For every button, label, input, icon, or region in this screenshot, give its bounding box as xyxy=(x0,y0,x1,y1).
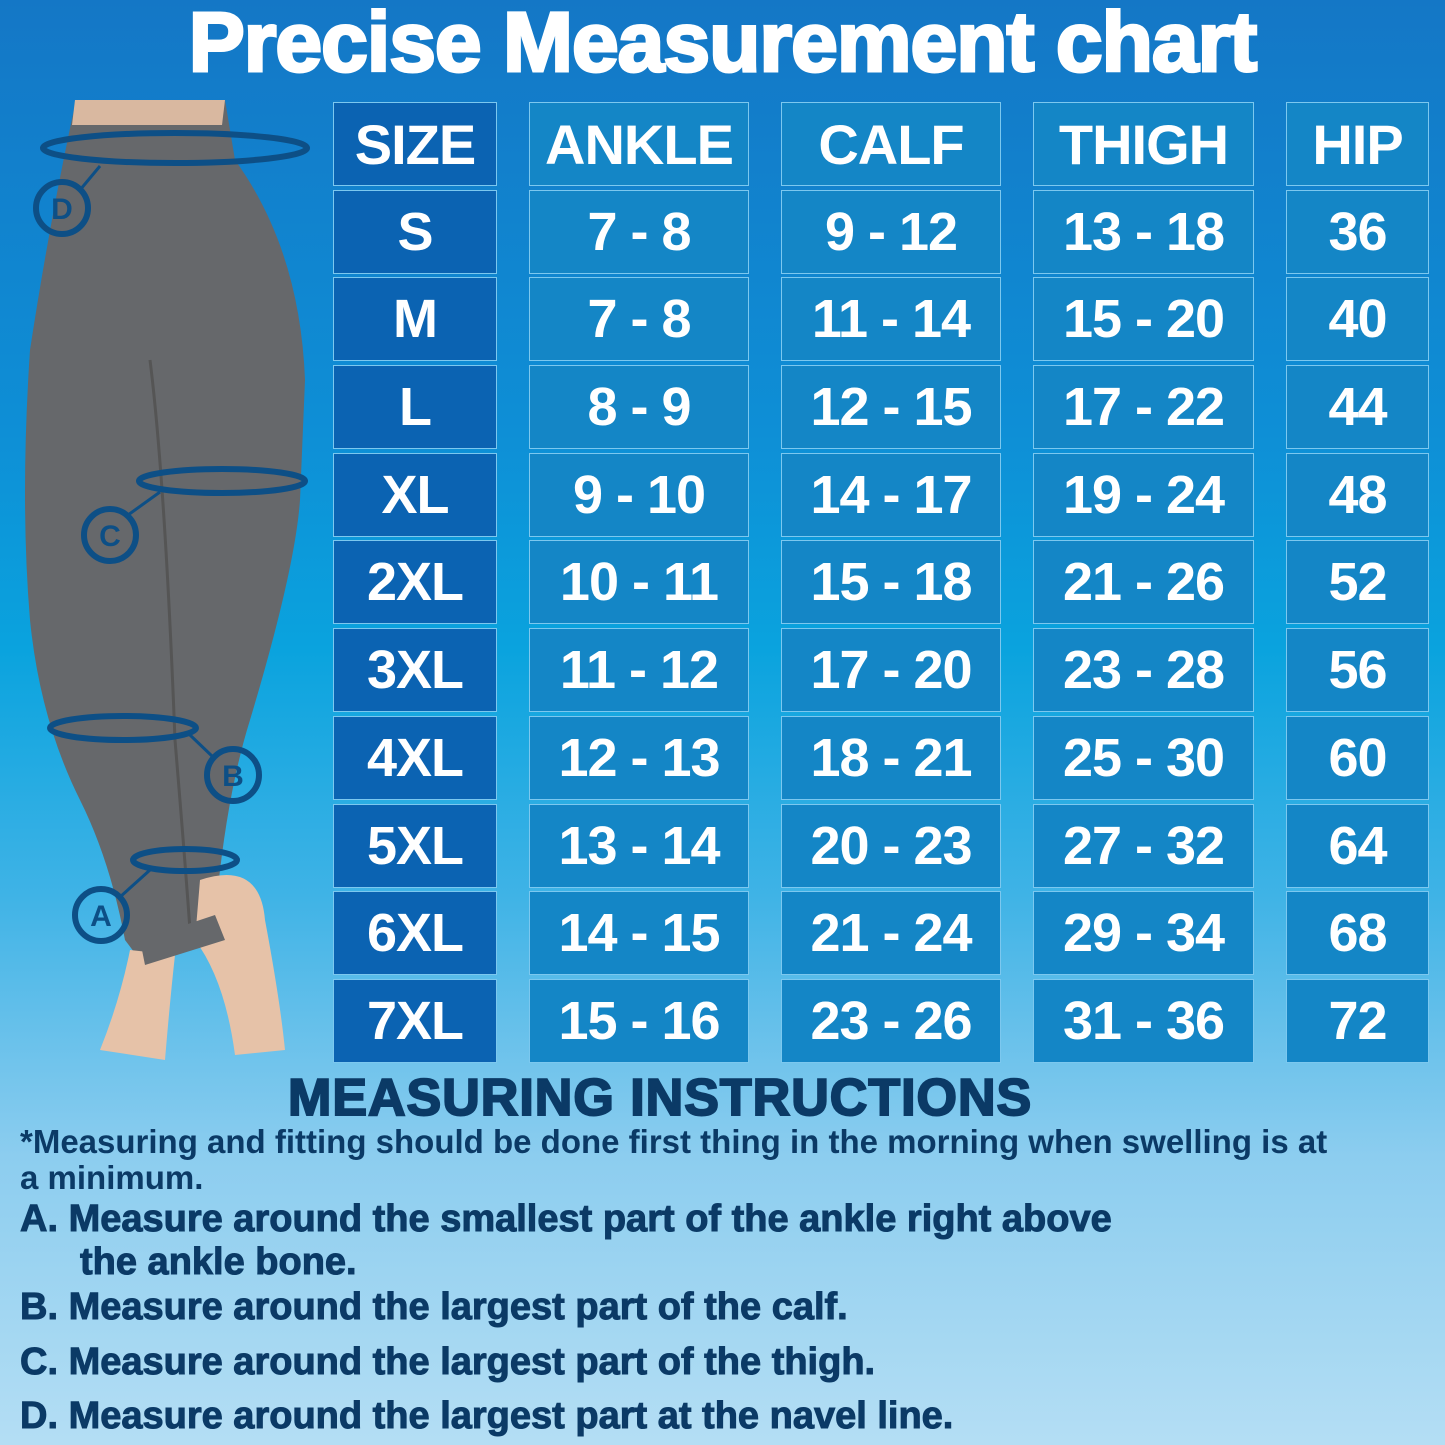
cell-size: XL xyxy=(333,452,497,537)
cell-ankle: 7 - 8 xyxy=(529,277,749,362)
cell-size: 5XL xyxy=(333,803,497,888)
size-table: SIZE ANKLE CALF THIGH HIP S 7 - 8 9 - 12 13 - 18… xyxy=(333,102,1429,1063)
cell-hip: 44 xyxy=(1286,365,1429,450)
marker-c-label: C xyxy=(99,520,121,553)
cell-calf: 17 - 20 xyxy=(781,628,1001,713)
instruction-step-b: B. Measure around the largest part of th… xyxy=(20,1286,849,1329)
step-label: A. xyxy=(20,1198,59,1241)
page-title: Precise Measurement chart xyxy=(187,0,1259,91)
cell-calf: 9 - 12 xyxy=(781,189,1001,274)
cell-ankle: 12 - 13 xyxy=(529,715,749,800)
marker-d-label: D xyxy=(51,193,73,226)
cell-size: L xyxy=(333,365,497,450)
ankle-measure-ring xyxy=(130,846,240,874)
cell-size: 7XL xyxy=(333,978,497,1063)
cell-size: M xyxy=(333,277,497,362)
cell-calf: 21 - 24 xyxy=(781,891,1001,976)
marker-b-circle xyxy=(204,746,262,804)
cell-hip: 40 xyxy=(1286,277,1429,362)
marker-a-circle xyxy=(72,886,130,944)
header-thigh: THIGH xyxy=(1033,102,1254,186)
cell-calf: 12 - 15 xyxy=(781,365,1001,450)
step-label: D. xyxy=(20,1395,59,1438)
header-ankle: ANKLE xyxy=(529,102,749,186)
cell-ankle: 10 - 11 xyxy=(529,540,749,625)
cell-hip: 64 xyxy=(1286,803,1429,888)
instructions-note: *Measuring and fitting should be done fi… xyxy=(20,1123,1328,1196)
cell-size: S xyxy=(333,189,497,274)
instruction-step-c: C. Measure around the largest part of th… xyxy=(20,1341,876,1384)
cell-thigh: 29 - 34 xyxy=(1033,891,1254,976)
cell-hip: 36 xyxy=(1286,189,1429,274)
cell-ankle: 7 - 8 xyxy=(529,189,749,274)
cell-thigh: 21 - 26 xyxy=(1033,540,1254,625)
cell-ankle: 15 - 16 xyxy=(529,978,749,1063)
cell-thigh: 13 - 18 xyxy=(1033,189,1254,274)
cell-thigh: 17 - 22 xyxy=(1033,365,1254,450)
cell-size: 2XL xyxy=(333,540,497,625)
cell-calf: 23 - 26 xyxy=(781,978,1001,1063)
cell-ankle: 14 - 15 xyxy=(529,891,749,976)
leggings-illustration: D C B A xyxy=(25,100,310,1060)
cell-thigh: 31 - 36 xyxy=(1033,978,1254,1063)
cell-thigh: 27 - 32 xyxy=(1033,803,1254,888)
cell-size: 4XL xyxy=(333,715,497,800)
header-size: SIZE xyxy=(333,102,497,186)
cell-hip: 52 xyxy=(1286,540,1429,625)
cell-calf: 15 - 18 xyxy=(781,540,1001,625)
step-text-continued: the ankle bone. xyxy=(80,1241,358,1284)
marker-c-circle xyxy=(81,506,139,564)
cell-calf: 14 - 17 xyxy=(781,452,1001,537)
step-text: Measure around the largest part of the t… xyxy=(68,1341,876,1384)
cell-hip: 56 xyxy=(1286,628,1429,713)
header-calf: CALF xyxy=(781,102,1001,186)
cell-size: 6XL xyxy=(333,891,497,976)
step-text: Measure around the smallest part of the … xyxy=(68,1198,1112,1241)
cell-calf: 20 - 23 xyxy=(781,803,1001,888)
calf-measure-ring xyxy=(47,713,199,743)
cell-thigh: 15 - 20 xyxy=(1033,277,1254,362)
cell-thigh: 23 - 28 xyxy=(1033,628,1254,713)
waist-measure-ring xyxy=(40,130,310,166)
cell-hip: 72 xyxy=(1286,978,1429,1063)
step-label: B. xyxy=(20,1286,59,1329)
cell-ankle: 9 - 10 xyxy=(529,452,749,537)
marker-a-label: A xyxy=(90,900,112,933)
instruction-step-d: D. Measure around the largest part at th… xyxy=(20,1395,954,1438)
step-text: Measure around the largest part of the c… xyxy=(68,1286,848,1329)
cell-calf: 18 - 21 xyxy=(781,715,1001,800)
cell-hip: 48 xyxy=(1286,452,1429,537)
marker-b-label: B xyxy=(222,760,244,793)
cell-hip: 68 xyxy=(1286,891,1429,976)
cell-thigh: 25 - 30 xyxy=(1033,715,1254,800)
cell-ankle: 13 - 14 xyxy=(529,803,749,888)
instruction-step-a: A. Measure around the smallest part of t… xyxy=(20,1198,1113,1284)
cell-hip: 60 xyxy=(1286,715,1429,800)
step-text: Measure around the largest part at the n… xyxy=(68,1395,954,1438)
header-hip: HIP xyxy=(1286,102,1429,186)
cell-ankle: 8 - 9 xyxy=(529,365,749,450)
cell-calf: 11 - 14 xyxy=(781,277,1001,362)
marker-d-circle xyxy=(33,179,91,237)
instructions-heading: MEASURING INSTRUCTIONS xyxy=(287,1068,1033,1128)
cell-ankle: 11 - 12 xyxy=(529,628,749,713)
leggings-figure xyxy=(25,100,305,1060)
cell-size: 3XL xyxy=(333,628,497,713)
cell-thigh: 19 - 24 xyxy=(1033,452,1254,537)
step-label: C. xyxy=(20,1341,59,1384)
thigh-measure-ring xyxy=(136,466,308,496)
